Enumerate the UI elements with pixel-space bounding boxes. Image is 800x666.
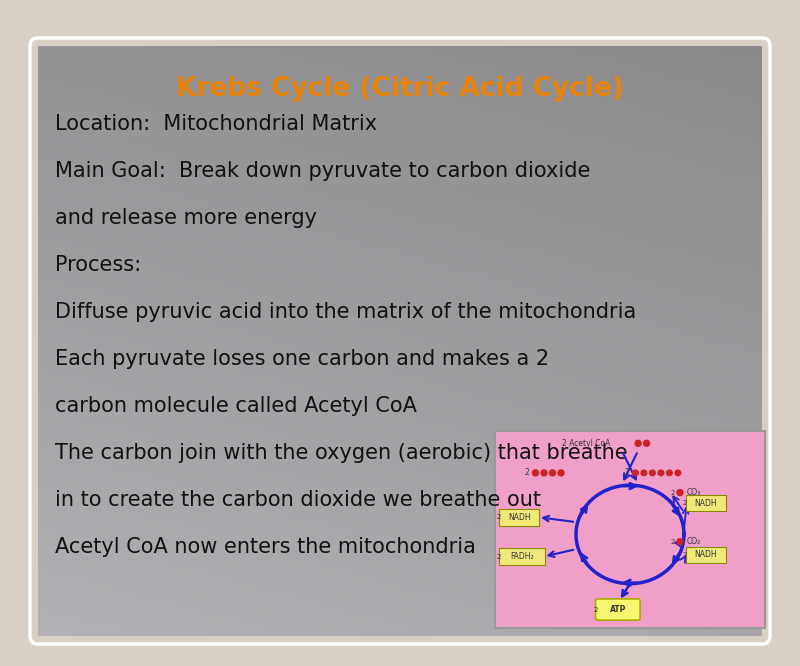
Text: NADH: NADH — [694, 499, 717, 507]
Circle shape — [541, 470, 547, 476]
FancyBboxPatch shape — [499, 548, 545, 565]
Text: 2: 2 — [670, 490, 675, 496]
Circle shape — [666, 470, 672, 476]
Text: FADH₂: FADH₂ — [510, 552, 534, 561]
Circle shape — [635, 440, 641, 446]
Bar — [495, 431, 765, 628]
FancyBboxPatch shape — [686, 547, 726, 563]
Text: and release more energy: and release more energy — [55, 208, 317, 228]
Text: 2: 2 — [682, 500, 686, 506]
Text: ATP: ATP — [610, 605, 626, 614]
Text: Acetyl CoA now enters the mitochondria: Acetyl CoA now enters the mitochondria — [55, 537, 476, 557]
Text: Each pyruvate loses one carbon and makes a 2: Each pyruvate loses one carbon and makes… — [55, 349, 549, 369]
Text: Krebs Cycle (Citric Acid Cycle): Krebs Cycle (Citric Acid Cycle) — [176, 76, 624, 102]
FancyBboxPatch shape — [686, 496, 726, 511]
Circle shape — [677, 490, 683, 496]
Text: 2: 2 — [594, 607, 598, 613]
Circle shape — [658, 470, 664, 476]
Circle shape — [675, 470, 681, 476]
FancyBboxPatch shape — [499, 509, 539, 525]
Text: 2: 2 — [682, 552, 686, 558]
Text: 2: 2 — [496, 514, 501, 520]
Circle shape — [550, 470, 555, 476]
Text: 2: 2 — [525, 468, 530, 478]
Text: Location:  Mitochondrial Matrix: Location: Mitochondrial Matrix — [55, 114, 377, 134]
Text: in to create the carbon dioxide we breathe out: in to create the carbon dioxide we breat… — [55, 490, 541, 510]
FancyBboxPatch shape — [595, 599, 640, 620]
Text: carbon molecule called Acetyl CoA: carbon molecule called Acetyl CoA — [55, 396, 417, 416]
Text: 2: 2 — [670, 539, 675, 545]
Text: Diffuse pyruvic acid into the matrix of the mitochondria: Diffuse pyruvic acid into the matrix of … — [55, 302, 636, 322]
Text: NADH: NADH — [508, 513, 530, 521]
Text: 2: 2 — [625, 468, 630, 478]
Circle shape — [641, 470, 646, 476]
Circle shape — [650, 470, 655, 476]
Circle shape — [558, 470, 564, 476]
Circle shape — [633, 470, 638, 476]
Text: CO₃: CO₃ — [686, 488, 701, 497]
Text: Main Goal:  Break down pyruvate to carbon dioxide: Main Goal: Break down pyruvate to carbon… — [55, 161, 590, 181]
Text: 2 Acetyl CoA: 2 Acetyl CoA — [562, 439, 611, 448]
Text: 2: 2 — [496, 553, 501, 559]
Text: Process:: Process: — [55, 255, 141, 275]
Text: NADH: NADH — [694, 550, 717, 559]
Circle shape — [643, 440, 650, 446]
Circle shape — [533, 470, 538, 476]
Text: The carbon join with the oxygen (aerobic) that breathe: The carbon join with the oxygen (aerobic… — [55, 443, 628, 463]
Circle shape — [677, 539, 683, 545]
Text: CO₂: CO₂ — [686, 537, 701, 546]
